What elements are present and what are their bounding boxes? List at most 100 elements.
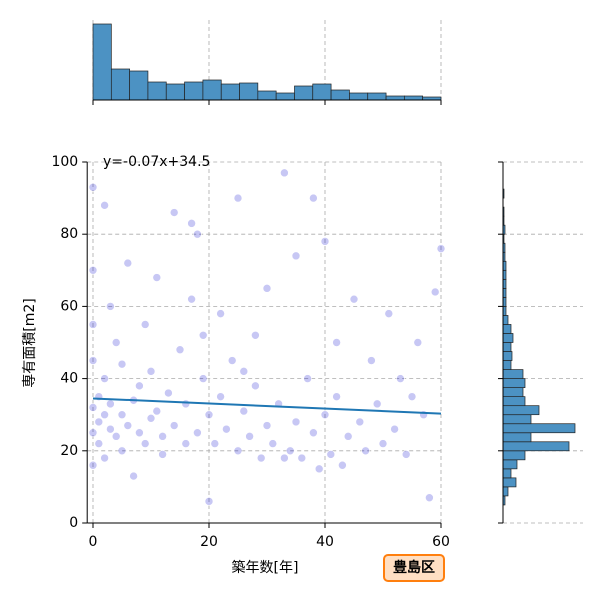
scatter-point [390,424,399,434]
x-axis-label: 築年数[年] [232,560,299,576]
histogram-bar [92,23,112,101]
scatter-point [117,359,127,369]
histogram-bar [257,90,277,101]
scatter-point [129,471,138,481]
histogram-bar [367,92,387,101]
scatter-point [332,338,341,347]
region-badge: 豊島区 [383,554,445,582]
y-tick-label: 0 [69,515,78,531]
scatter-point [338,460,347,470]
scatter-point [222,424,231,434]
scatter-point [425,493,434,503]
histogram-bar [502,468,512,479]
histogram-bar [502,333,514,343]
scatter-point [233,193,243,203]
scatter-point [396,374,405,383]
scatter-point [309,193,318,203]
y-tick-label: 20 [60,443,78,459]
scatter-point [239,406,249,416]
regression-equation: y=-0.07x+34.5 [103,154,210,170]
scatter-point [204,497,214,506]
scatter-point [88,320,98,329]
scatter-point [123,421,133,430]
scatter-point [233,446,243,456]
badge-box [383,554,445,582]
scatter-point [187,294,196,304]
histogram-bar [502,342,512,352]
histogram-bar [502,378,526,388]
histogram-bar [385,95,405,101]
scatter-point [106,424,115,434]
x-tick-label: 20 [200,534,218,550]
scatter-point [88,265,98,275]
scatter-point [140,320,150,329]
scatter-point [372,399,382,409]
histogram-bar [220,83,240,101]
histogram-bar [502,396,526,407]
scatter-point [198,330,208,340]
histogram-bar [502,360,512,370]
histogram-bar [165,83,185,101]
x-tick-label: 40 [316,534,334,550]
x-tick-label: 60 [432,534,450,550]
scatter-point [88,403,98,412]
scatter-point [251,330,260,340]
histogram-bar [110,68,131,101]
scatter-point [106,399,115,409]
scatter-point [106,302,115,311]
regression-line [92,397,442,415]
histogram-bar [330,89,350,101]
scatter-point [140,439,150,448]
histogram-bar [502,324,512,334]
histogram-bar [502,486,509,497]
scatter-point [169,421,179,430]
histogram-bar [502,477,517,488]
scatter-point [210,439,220,448]
histogram-bar [502,387,524,397]
scatter-point [367,356,376,365]
badge-text: 豊島区 [393,559,435,576]
scatter-point [146,367,156,376]
scatter-point [216,309,225,318]
scatter-point [135,428,144,438]
histogram-bar [239,82,259,101]
scatter-point [378,439,388,448]
scatter-point [164,388,173,398]
scatter-point [251,381,260,391]
scatter-point [88,182,98,192]
scatter-point [123,258,133,268]
scatter-point [268,439,278,448]
scatter-point [309,428,318,438]
histogram-bar [502,432,532,443]
scatter-point [88,428,98,438]
histogram-bar [349,92,369,101]
scatter-point [100,453,109,463]
scatter-point [181,399,191,409]
histogram-bar [184,81,204,101]
scatter-point [193,428,202,438]
scatter-point [187,219,196,228]
scatter-point [361,446,370,456]
histogram-bar [502,351,513,361]
scatter-point [239,367,249,376]
histogram-bar [502,459,518,470]
scatter-point [349,294,359,304]
scatter-point [326,450,336,459]
histogram-bar [502,315,509,325]
scatter-point [297,453,307,463]
scatter-point [111,432,121,441]
y-tick-label: 40 [60,371,78,387]
scatter-point [262,284,272,293]
scatter-point [291,251,301,261]
scatter-point [343,432,353,441]
scatter-point [135,381,144,391]
scatter-point [216,392,225,401]
scatter-point [158,450,167,459]
scatter-point [175,345,185,355]
scatter-point [280,168,289,178]
histogram-bar [202,79,222,101]
scatter-point [320,237,330,246]
scatter-point [430,287,440,297]
histogram-bar [502,423,576,434]
